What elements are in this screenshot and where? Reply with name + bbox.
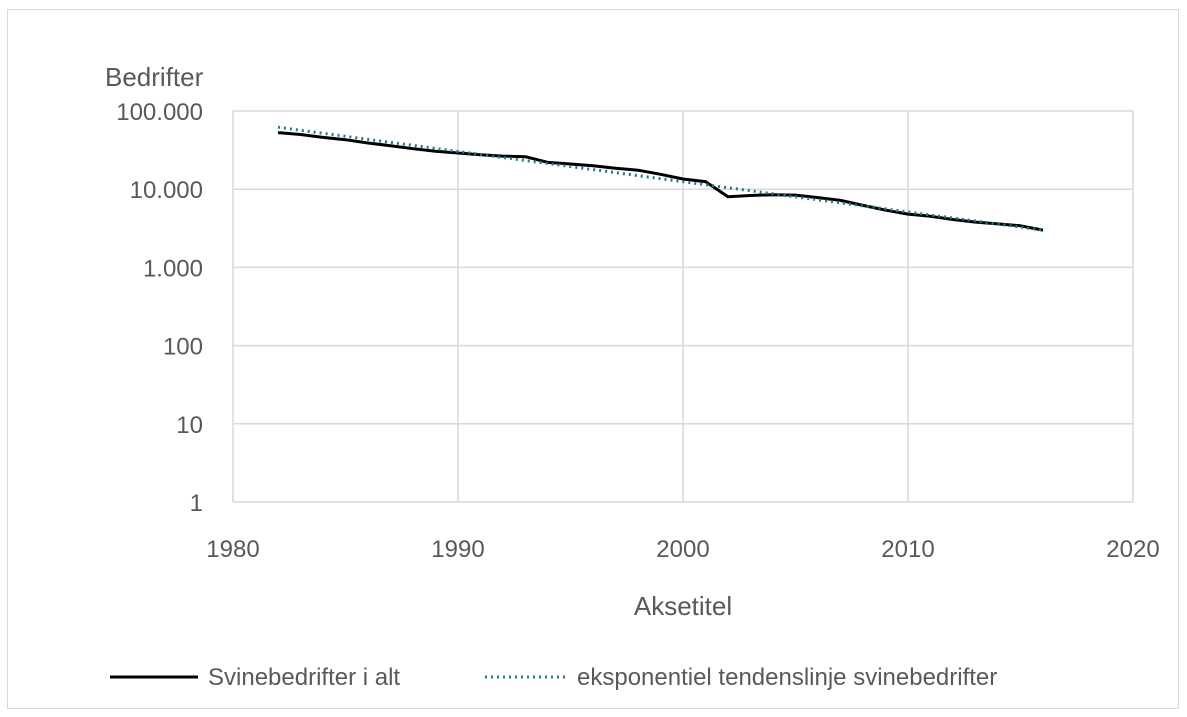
x-tick-label: 1980 [206, 536, 259, 563]
x-tick-label: 2020 [1106, 536, 1159, 563]
series-line-2 [277, 125, 1044, 232]
x-tick-label: 1990 [431, 536, 484, 563]
series-line-1 [277, 131, 1044, 232]
y-tick-label: 1 [190, 490, 203, 517]
y-axis-title: Bedrifter [105, 62, 204, 92]
x-tick-label: 2000 [656, 536, 709, 563]
legend-label-series-2: eksponentiel tendenslinje svinebedrifter [577, 664, 997, 691]
y-tick-label: 10.000 [130, 177, 203, 204]
y-tick-label: 1.000 [143, 255, 203, 282]
chart-frame [7, 9, 1179, 709]
legend: Svinebedrifter i alt eksponentiel tenden… [110, 664, 997, 691]
y-tick-label: 100 [163, 334, 203, 361]
series-lines [277, 125, 1044, 232]
legend-label-series-1: Svinebedrifter i alt [208, 664, 400, 691]
y-tick-labels: 1 10 100 1.000 10.000 100.000 [116, 99, 203, 517]
y-tick-label: 10 [176, 412, 203, 439]
x-tick-labels: 1980 1990 2000 2010 2020 [206, 536, 1159, 563]
x-tick-label: 2010 [881, 536, 934, 563]
x-axis-title: Aksetitel [634, 591, 732, 621]
y-tick-label: 100.000 [116, 99, 203, 126]
gridlines [232, 110, 1134, 503]
